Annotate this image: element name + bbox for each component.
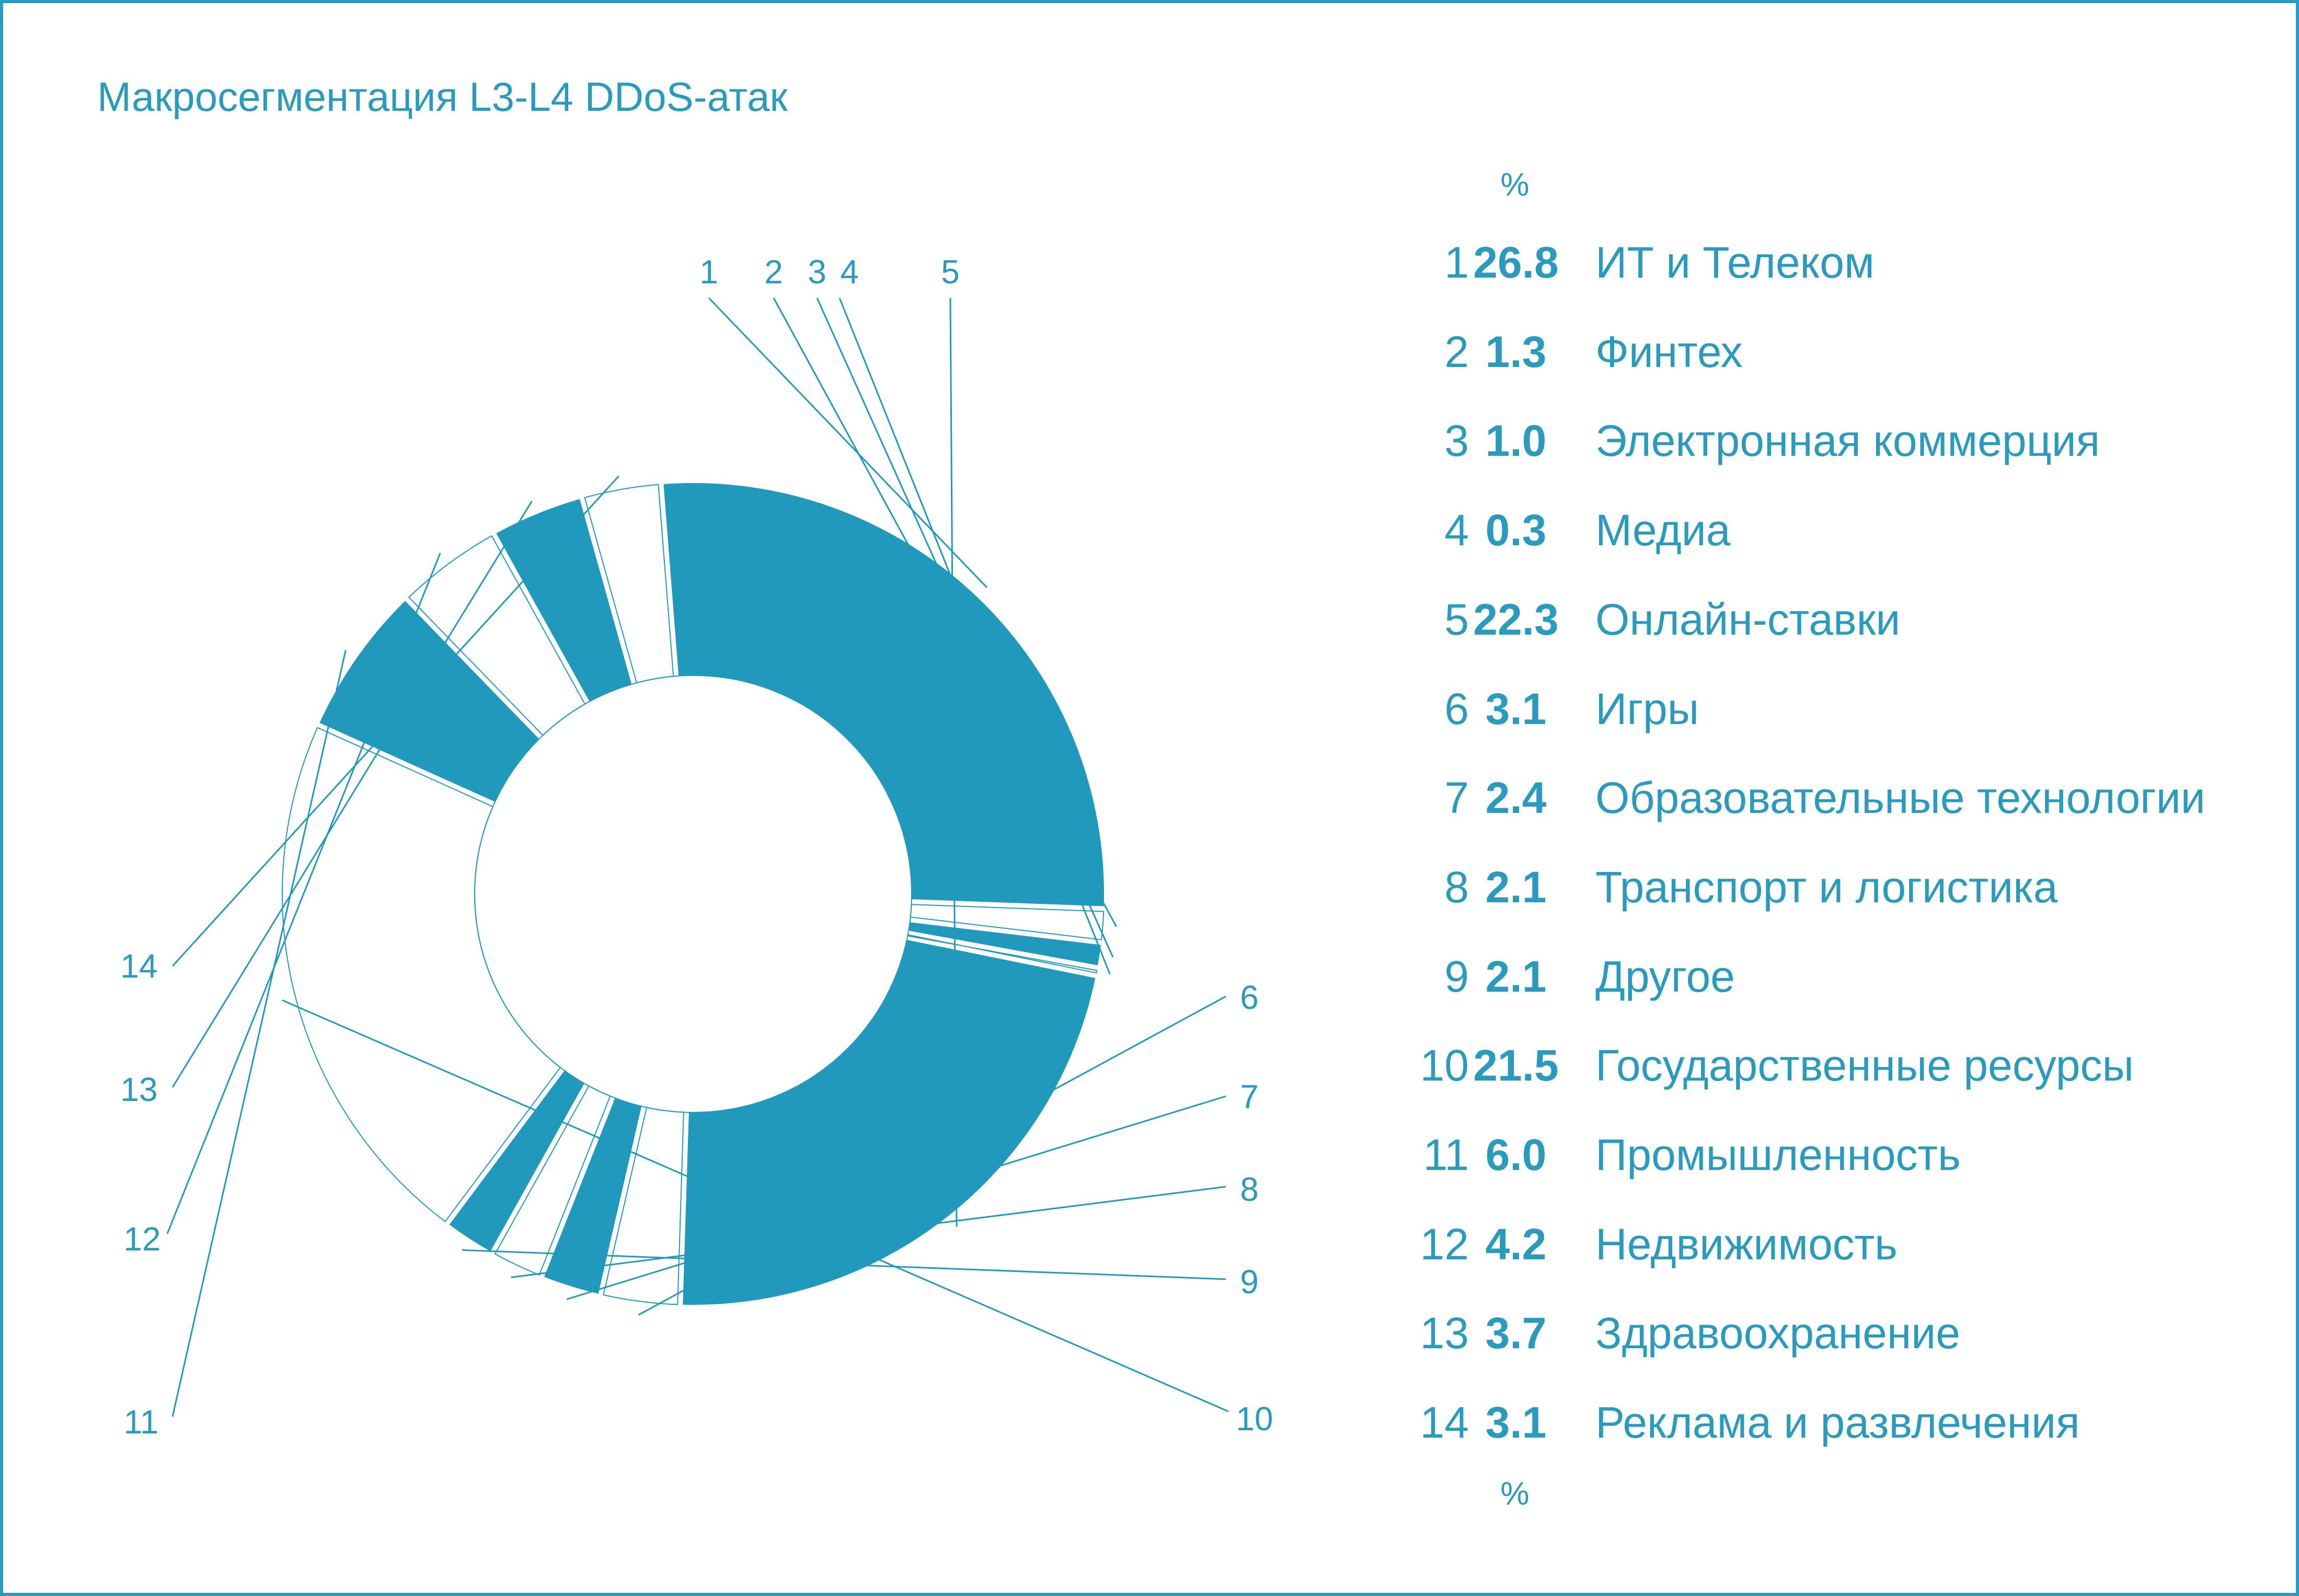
callout-line-12: [166, 553, 441, 1234]
donut-slice-7: [544, 1098, 642, 1294]
callout-line-8: [511, 1186, 1226, 1278]
donut-slice-11: [319, 601, 539, 802]
callout-line-1: [708, 297, 987, 588]
callout-label-6: 6: [1240, 979, 1259, 1016]
callout-line-7: [567, 1095, 1226, 1300]
callout-label-11: 11: [124, 1403, 158, 1441]
chart-title: Макросегментация L3-L4 DDoS-атак: [97, 74, 788, 120]
callout-label-8: 8: [1240, 1170, 1259, 1208]
callout-line-2: [773, 297, 1117, 927]
callout-label-13: 13: [120, 1071, 157, 1108]
callout-line-14: [171, 475, 619, 967]
callout-line-10: [282, 999, 1229, 1413]
donut-inner-outline: [474, 675, 912, 1113]
callout-label-5: 5: [941, 253, 960, 291]
callout-line-11: [171, 650, 347, 1417]
callout-label-10: 10: [1236, 1400, 1273, 1438]
callout-line-5: [949, 297, 958, 1227]
callout-line-9: [462, 1249, 1226, 1280]
callout-line-13: [171, 501, 533, 1088]
donut-slice-1: [663, 483, 1104, 906]
callout-label-14: 14: [120, 947, 157, 985]
callout-label-7: 7: [1240, 1078, 1259, 1116]
donut-slice-13: [496, 499, 632, 702]
callout-label-12: 12: [123, 1220, 160, 1258]
callout-label-1: 1: [699, 253, 718, 291]
callout-label-3: 3: [808, 253, 826, 291]
donut-slice-3: [909, 922, 1101, 966]
callout-label-9: 9: [1240, 1263, 1259, 1301]
callout-label-4: 4: [840, 253, 859, 291]
callout-line-3: [816, 297, 1114, 958]
callout-label-2: 2: [764, 253, 783, 291]
donut-slice-9: [449, 1070, 584, 1251]
callout-line-6: [638, 995, 1226, 1316]
donut-slice-5: [683, 939, 1096, 1305]
callout-line-4: [838, 297, 1111, 975]
